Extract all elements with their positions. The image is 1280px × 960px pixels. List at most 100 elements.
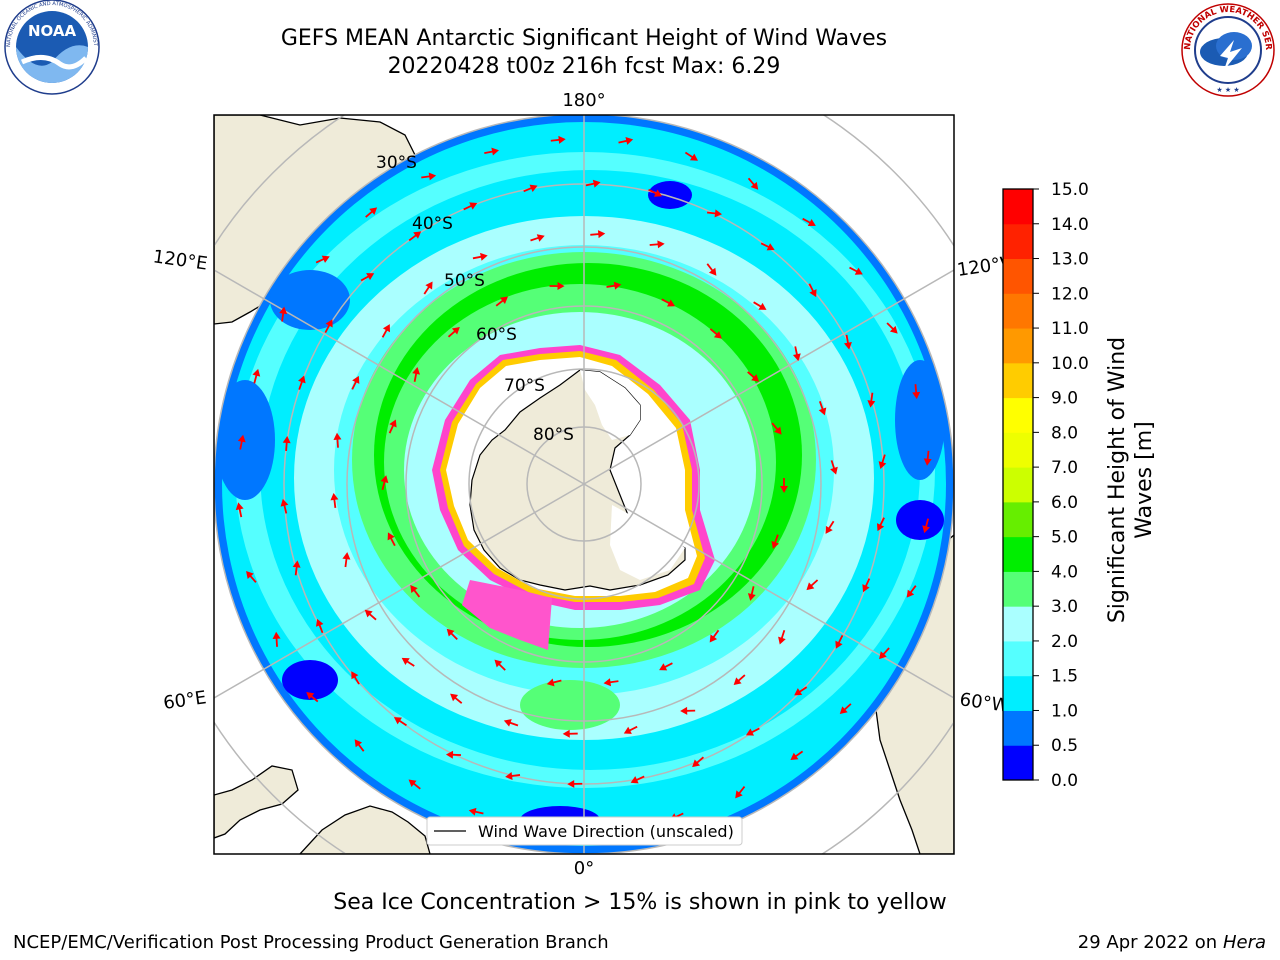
- wave-arrow-head: [862, 584, 870, 593]
- colorbar-segment: [1003, 571, 1033, 607]
- wave-arrow-head: [625, 137, 634, 145]
- colorbar-tick-label: 10.0: [1051, 354, 1089, 374]
- wave-arrow-head: [750, 181, 759, 190]
- wave-arrow-head: [252, 368, 261, 377]
- wave-arrow-head: [567, 779, 575, 788]
- wave-arrow-head: [792, 353, 801, 362]
- wave-arrow-head: [735, 790, 743, 799]
- wave-arrow-head: [279, 306, 288, 315]
- wave-arrow-head: [292, 560, 301, 568]
- wave-arrow-head: [546, 678, 555, 687]
- wave-arrow-head: [818, 407, 827, 416]
- wave-arrow-head: [867, 400, 876, 408]
- noaa-logo-text: NOAA: [28, 22, 77, 40]
- longitude-grid: [214, 115, 954, 854]
- wave-arrow-head: [529, 184, 538, 192]
- wave-arrow-head: [912, 391, 921, 400]
- wave-arrow-head: [366, 273, 375, 281]
- colorbar-segment: [1003, 675, 1033, 711]
- wave-arrow-head: [445, 750, 454, 759]
- wave-arrow-head: [835, 640, 843, 649]
- colorbar-segment: [1003, 710, 1033, 746]
- wave-arrow-head: [364, 609, 373, 618]
- chart-title: GEFS MEAN Antarctic Significant Height o…: [280, 26, 888, 51]
- wave-arrow-head: [325, 319, 333, 328]
- wave-arrow-head: [491, 147, 500, 156]
- wave-arrow-head: [806, 582, 815, 591]
- wave-arrow-head: [878, 461, 887, 469]
- wave-arrow-head: [597, 230, 606, 239]
- colorbar-segment: [1003, 536, 1033, 572]
- wave-arrow-head: [351, 671, 359, 680]
- wave-arrow-head: [450, 693, 459, 702]
- wave-arrow-head: [401, 657, 410, 666]
- wave-arrow-head: [680, 706, 688, 715]
- colorbar-label: Significant Height of Wind Waves [m]: [1104, 320, 1158, 640]
- map-legend: Wind Wave Direction (unscaled): [426, 816, 743, 846]
- footer-date-text: 29 Apr 2022 on: [1077, 932, 1223, 953]
- wave-arrow-head: [315, 618, 324, 627]
- colorbar-tick-label: 11.0: [1051, 319, 1089, 339]
- colorbar-segment: [1003, 467, 1033, 503]
- wave-arrow-head: [790, 752, 799, 761]
- lon-label-60e: 60°E: [162, 687, 208, 714]
- wave-arrow-head: [237, 434, 246, 443]
- wave-arrow-head: [451, 326, 460, 335]
- lon-label-0: 0°: [574, 858, 594, 879]
- map-frame: [213, 114, 955, 855]
- legend-label: Wind Wave Direction (unscaled): [478, 822, 734, 841]
- colorbar-tick-label: 1.5: [1051, 667, 1078, 687]
- wave-arrow-head: [246, 571, 254, 579]
- colorbar-label-line1: Significant Height of Wind: [1105, 336, 1130, 624]
- colorbar-tick-label: 6.0: [1051, 493, 1078, 513]
- wave-arrow-head: [446, 628, 455, 637]
- colorbar-tick-label: 4.0: [1051, 562, 1078, 582]
- wave-arrow-head: [333, 432, 342, 440]
- wave-arrow-head: [774, 426, 782, 435]
- wave-arrow-head: [592, 179, 601, 188]
- colorbar-tick-label: 15.0: [1051, 180, 1089, 200]
- wave-arrow-head: [469, 202, 478, 210]
- wave-arrow-head: [854, 267, 863, 275]
- wave-arrow-head: [272, 631, 281, 640]
- wave-arrow-head: [766, 243, 775, 251]
- wave-arrow-head: [342, 552, 351, 560]
- wave-arrow-head: [352, 375, 360, 384]
- colorbar-tick-label: 5.0: [1051, 528, 1078, 548]
- wave-arrow-head: [692, 759, 701, 768]
- wave-arrow-head: [758, 302, 767, 310]
- colorbar-segment: [1003, 189, 1033, 225]
- wave-arrow-head: [922, 525, 930, 534]
- colorbar-frame: [1002, 188, 1034, 781]
- colorbar-segment: [1003, 501, 1033, 538]
- wave-arrow-head: [282, 435, 291, 444]
- wave-arrow-head: [330, 492, 339, 501]
- wave-arrow-head: [468, 807, 477, 816]
- wave-arrow-head: [562, 729, 570, 738]
- colorbar-segment: [1003, 293, 1033, 329]
- wave-arrow-head: [503, 719, 512, 727]
- wave-arrow-head: [380, 475, 389, 484]
- wave-arrow-head: [807, 218, 816, 227]
- wave-arrow-head: [558, 135, 566, 144]
- colorbar-segment: [1003, 432, 1033, 468]
- wave-arrow-head: [235, 502, 244, 511]
- colorbar-tick-label: 13.0: [1051, 250, 1089, 270]
- wave-arrow-head: [733, 677, 742, 686]
- wave-arrow-head: [623, 726, 632, 734]
- wave-arrow-head: [306, 691, 315, 700]
- lat-label-40s: 40°S: [412, 214, 453, 234]
- colorbar-segment: [1003, 397, 1033, 433]
- wave-arrow-head: [630, 776, 639, 784]
- wave-arrow-head: [923, 458, 932, 466]
- sea-ice-caption: Sea Ice Concentration > 15% is shown in …: [333, 890, 947, 915]
- wave-arrow-head: [280, 498, 289, 507]
- colorbar-segment: [1003, 223, 1033, 260]
- footer-date: 29 Apr 2022 on Hera: [1078, 932, 1266, 953]
- wave-arrow-head: [889, 325, 898, 334]
- wave-arrow-head: [879, 651, 887, 660]
- wave-arrow-head: [714, 209, 723, 218]
- wave-arrow-head: [713, 331, 722, 339]
- wave-arrow-head: [369, 207, 378, 215]
- lat-label-70s: 70°S: [504, 376, 545, 396]
